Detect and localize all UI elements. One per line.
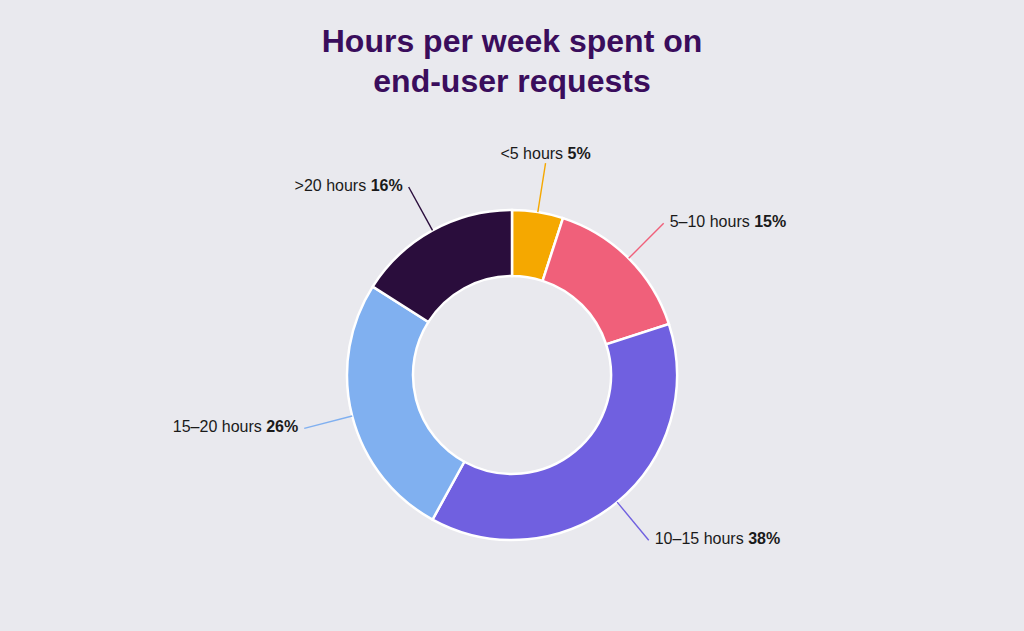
leader-line	[538, 163, 546, 212]
category-label: <5 hours	[500, 145, 567, 162]
value-label: 15%	[754, 214, 786, 231]
leader-line	[629, 223, 664, 258]
labels: <5 hours 5% 5–10 hours 15% 10–15 hours 38%…	[173, 145, 786, 547]
data-label: 10–15 hours 38%	[655, 530, 780, 547]
wedge	[373, 210, 512, 322]
category-label: 15–20 hours	[173, 419, 266, 436]
wedge	[347, 287, 464, 520]
data-label: <5 hours 5%	[500, 145, 590, 162]
wedges	[347, 210, 677, 540]
data-label: >20 hours 16%	[295, 177, 403, 194]
background	[0, 0, 1024, 631]
data-label: 15–20 hours 26%	[173, 419, 298, 436]
title: Hours per week spent on end-user requests	[322, 23, 703, 99]
data-label: 5–10 hours 15%	[670, 214, 787, 231]
leader-line	[409, 187, 433, 230]
title-line: Hours per week spent on	[322, 23, 703, 59]
value-label: 26%	[266, 419, 298, 436]
chart: Hours per week spent on end-user requests…	[0, 0, 1024, 631]
leader-line	[617, 502, 649, 540]
value-label: 5%	[568, 145, 591, 162]
wedge	[433, 324, 677, 540]
value-label: 16%	[371, 177, 403, 194]
leader-line	[304, 416, 352, 428]
category-label: >20 hours	[295, 177, 371, 194]
category-label: 5–10 hours	[670, 214, 755, 231]
category-label: 10–15 hours	[655, 530, 748, 547]
value-label: 38%	[748, 530, 780, 547]
title-line: end-user requests	[373, 63, 650, 99]
wedge	[543, 218, 669, 344]
